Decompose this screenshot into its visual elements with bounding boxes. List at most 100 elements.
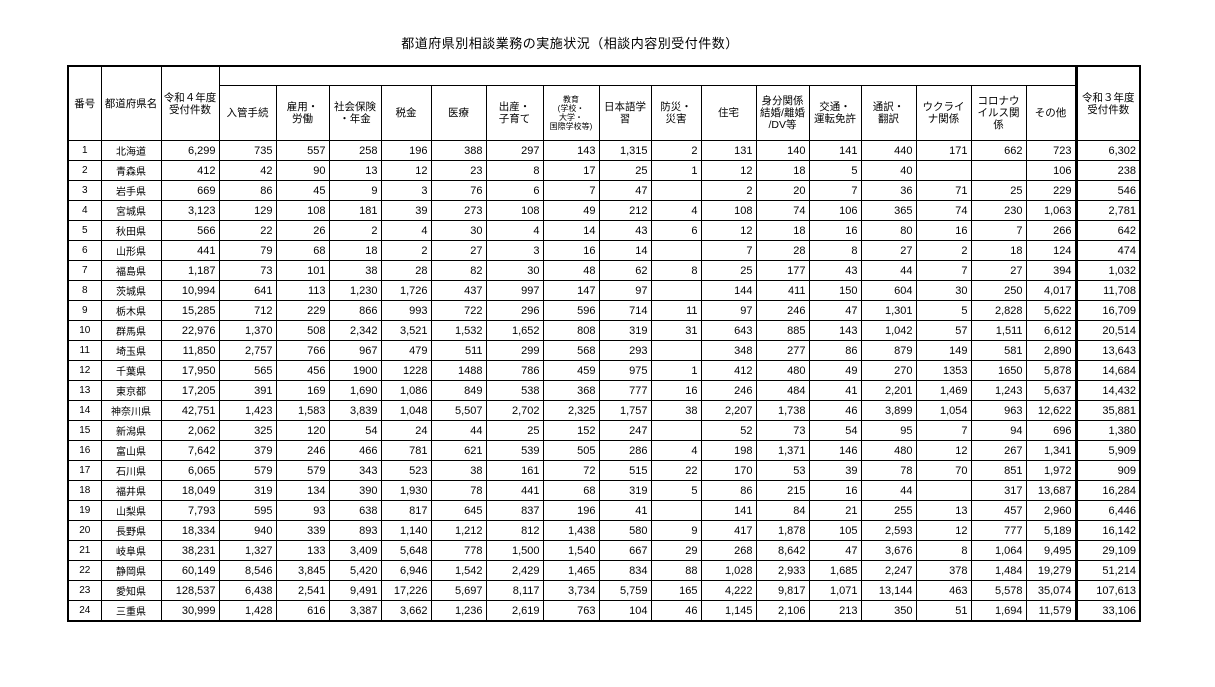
row-number: 13 <box>67 380 102 401</box>
cell-value: 1,972 <box>1025 460 1078 481</box>
cell-value: 5,420 <box>328 560 382 581</box>
cell-value: 866 <box>328 300 382 321</box>
cell-value: 38 <box>430 460 487 481</box>
cell-value: 3,734 <box>542 580 600 601</box>
cell-value: 11,850 <box>160 340 220 361</box>
cell-value: 104 <box>598 600 652 622</box>
cell-value: 43 <box>808 260 862 281</box>
cell-value: 14,432 <box>1075 380 1141 401</box>
cell-value: 2,593 <box>860 520 917 541</box>
cell-value: 1,032 <box>1075 260 1141 281</box>
cell-value: 13 <box>328 160 382 181</box>
cell-value: 296 <box>485 300 544 321</box>
cell-value: 1,243 <box>970 380 1027 401</box>
cell-value: 13,687 <box>1025 480 1078 501</box>
cell-value: 3 <box>380 180 432 201</box>
cell-value: 8 <box>915 540 972 561</box>
cell-value: 74 <box>755 200 810 221</box>
cell-value: 38 <box>328 260 382 281</box>
cell-value: 411 <box>755 280 810 301</box>
cell-value: 837 <box>485 500 544 521</box>
cell-value: 849 <box>430 380 487 401</box>
cell-value: 15,285 <box>160 300 220 321</box>
cell-value: 997 <box>485 280 544 301</box>
cell-value: 5,578 <box>970 580 1027 601</box>
cell-value: 41 <box>598 500 652 521</box>
cell-value: 6,946 <box>380 560 432 581</box>
cell-value: 1 <box>650 360 702 381</box>
header-category: 教育 (学校・ 大学・ 国際学校等) <box>542 85 600 141</box>
cell-value: 412 <box>160 160 220 181</box>
cell-value: 1,086 <box>380 380 432 401</box>
cell-value: 57 <box>915 320 972 341</box>
cell-value: 86 <box>700 480 757 501</box>
cell-value: 505 <box>542 440 600 461</box>
cell-value: 49 <box>542 200 600 221</box>
cell-value: 97 <box>598 280 652 301</box>
cell-value: 5,189 <box>1025 520 1078 541</box>
cell-value: 84 <box>755 500 810 521</box>
cell-value: 777 <box>598 380 652 401</box>
cell-value: 48 <box>542 260 600 281</box>
cell-value: 152 <box>542 420 600 441</box>
cell-value: 696 <box>1025 420 1078 441</box>
cell-value: 440 <box>860 140 917 161</box>
cell-value: 297 <box>485 140 544 161</box>
cell-value: 1,878 <box>755 520 810 541</box>
cell-value: 13,144 <box>860 580 917 601</box>
cell-value: 170 <box>700 460 757 481</box>
cell-value: 28 <box>755 240 810 261</box>
cell-value: 45 <box>275 180 330 201</box>
cell-value: 834 <box>598 560 652 581</box>
cell-value: 108 <box>485 200 544 221</box>
cell-value: 47 <box>808 540 862 561</box>
cell-value: 12,622 <box>1025 400 1078 421</box>
header-category: 入管手続 <box>218 85 277 141</box>
cell-value: 2 <box>650 140 702 161</box>
cell-value: 1,532 <box>430 320 487 341</box>
cell-value: 909 <box>1075 460 1141 481</box>
header-number: 番号 <box>67 65 102 141</box>
row-number: 1 <box>67 140 102 161</box>
cell-value: 879 <box>860 340 917 361</box>
cell-value: 546 <box>1075 180 1141 201</box>
table-row: 21 岐阜県 38,231 1,327 133 3,409 5,648 778 1,500 1,5… <box>67 540 1141 561</box>
cell-value <box>915 480 972 501</box>
prefecture-name: 栃木県 <box>100 300 162 321</box>
header-category-group <box>218 65 1078 86</box>
cell-value: 90 <box>275 160 330 181</box>
row-number: 3 <box>67 180 102 201</box>
cell-value: 41 <box>808 380 862 401</box>
cell-value: 641 <box>218 280 277 301</box>
document-title: 都道府県別相談業務の実施状況（相談内容別受付件数） <box>401 36 739 51</box>
cell-value: 642 <box>1075 220 1141 241</box>
row-number: 10 <box>67 320 102 341</box>
cell-value: 23 <box>430 160 487 181</box>
cell-value: 1,428 <box>218 600 277 622</box>
cell-value: 120 <box>275 420 330 441</box>
cell-value: 8 <box>808 240 862 261</box>
cell-value: 80 <box>860 220 917 241</box>
cell-value: 246 <box>755 300 810 321</box>
cell-value: 106 <box>808 200 862 221</box>
cell-value: 21 <box>808 500 862 521</box>
cell-value: 378 <box>915 560 972 581</box>
cell-value: 30 <box>430 220 487 241</box>
cell-value: 30,999 <box>160 600 220 622</box>
cell-value: 2,619 <box>485 600 544 622</box>
cell-value: 643 <box>700 320 757 341</box>
cell-value: 662 <box>970 140 1027 161</box>
cell-value: 31 <box>650 320 702 341</box>
cell-value: 722 <box>430 300 487 321</box>
cell-value: 484 <box>755 380 810 401</box>
cell-value: 6 <box>485 180 544 201</box>
cell-value: 11,579 <box>1025 600 1078 622</box>
cell-value: 51 <box>915 600 972 622</box>
cell-value: 4 <box>650 440 702 461</box>
cell-value <box>650 180 702 201</box>
cell-value: 391 <box>218 380 277 401</box>
cell-value: 581 <box>970 340 1027 361</box>
cell-value: 1,042 <box>860 320 917 341</box>
table-row: 16 富山県 7,642 379 246 466 781 621 539 505 286 4 198 1,… <box>67 440 1141 461</box>
cell-value: 73 <box>755 420 810 441</box>
